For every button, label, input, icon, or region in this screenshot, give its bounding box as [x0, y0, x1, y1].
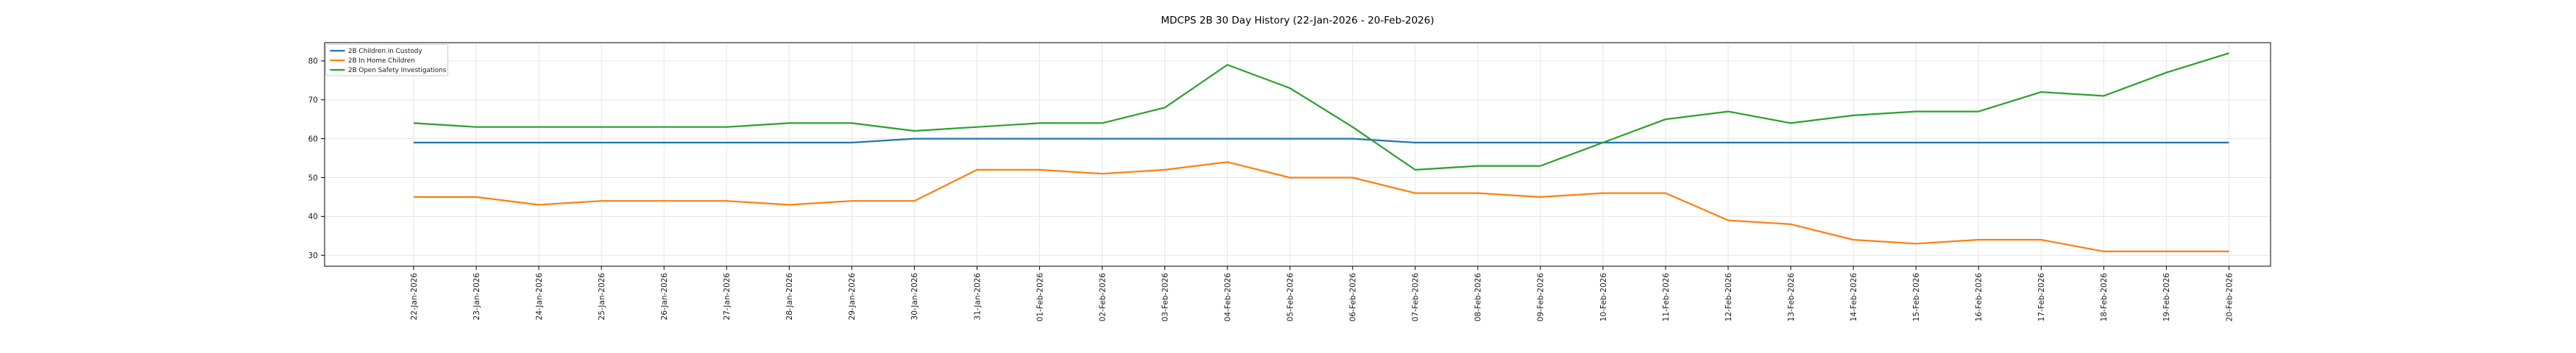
x-tick-label: 16-Feb-2026 [1975, 273, 1984, 322]
x-tick-label: 27-Jan-2026 [723, 273, 732, 321]
x-tick-label: 04-Feb-2026 [1223, 273, 1232, 322]
x-tick-label: 23-Jan-2026 [473, 273, 481, 321]
x-tick-label: 26-Jan-2026 [660, 273, 669, 321]
y-tick-label: 30 [308, 252, 318, 260]
x-tick-label: 14-Feb-2026 [1850, 273, 1858, 322]
x-tick-label: 13-Feb-2026 [1787, 273, 1796, 322]
x-tick-label: 19-Feb-2026 [2162, 273, 2171, 322]
x-tick-label: 17-Feb-2026 [2037, 273, 2046, 322]
x-tick-label: 31-Jan-2026 [973, 273, 982, 321]
series-line-2b-children-in-custody [414, 138, 2229, 143]
x-tick-label: 09-Feb-2026 [1537, 273, 1546, 322]
x-tick-label: 12-Feb-2026 [1724, 273, 1733, 322]
y-tick-label: 80 [308, 57, 318, 66]
y-tick-label: 40 [308, 213, 318, 221]
x-tick-label: 24-Jan-2026 [535, 273, 544, 321]
x-tick-label: 25-Jan-2026 [598, 273, 606, 321]
x-tick-label: 08-Feb-2026 [1474, 273, 1483, 322]
x-tick-label: 01-Feb-2026 [1036, 273, 1044, 322]
plot-border [324, 42, 2271, 267]
y-tick-label: 60 [308, 135, 318, 143]
x-tick-label: 30-Jan-2026 [910, 273, 919, 321]
x-tick-label: 29-Jan-2026 [848, 273, 857, 321]
x-tick-label: 20-Feb-2026 [2225, 273, 2234, 322]
legend-label: 2B Children in Custody [348, 48, 422, 55]
legend-box [325, 44, 448, 76]
legend-label: 2B In Home Children [348, 57, 415, 65]
series-line-2b-in-home-children [414, 161, 2229, 252]
x-axis: 22-Jan-2026 23-Jan-2026 24-Jan-2026 25-Jan-… [410, 266, 2234, 321]
x-tick-label: 28-Jan-2026 [785, 273, 794, 321]
series-line-2b-open-safety-investigations [413, 52, 2229, 171]
x-tick-label: 06-Feb-2026 [1349, 273, 1358, 322]
x-tick-label: 22-Jan-2026 [410, 273, 419, 321]
y-tick-label: 70 [308, 96, 318, 105]
x-tick-label: 05-Feb-2026 [1287, 273, 1295, 322]
x-tick-label: 02-Feb-2026 [1098, 273, 1107, 322]
y-tick-label: 50 [308, 174, 318, 182]
grid [325, 43, 2271, 266]
x-tick-label: 15-Feb-2026 [1912, 273, 1921, 322]
y-axis: 30 40 50 60 70 80 [308, 57, 325, 260]
x-tick-label: 11-Feb-2026 [1662, 273, 1671, 322]
legend-label: 2B Open Safety Investigations [348, 67, 447, 74]
x-tick-label: 18-Feb-2026 [2100, 273, 2109, 322]
legend: 2B Children in Custody 2B In Home Childre… [325, 44, 448, 76]
x-tick-label: 07-Feb-2026 [1412, 273, 1420, 322]
x-tick-label: 03-Feb-2026 [1161, 273, 1170, 322]
chart-title: MDCPS 2B 30 Day History (22-Jan-2026 - 2… [1161, 15, 1434, 26]
x-tick-label: 10-Feb-2026 [1599, 273, 1608, 322]
